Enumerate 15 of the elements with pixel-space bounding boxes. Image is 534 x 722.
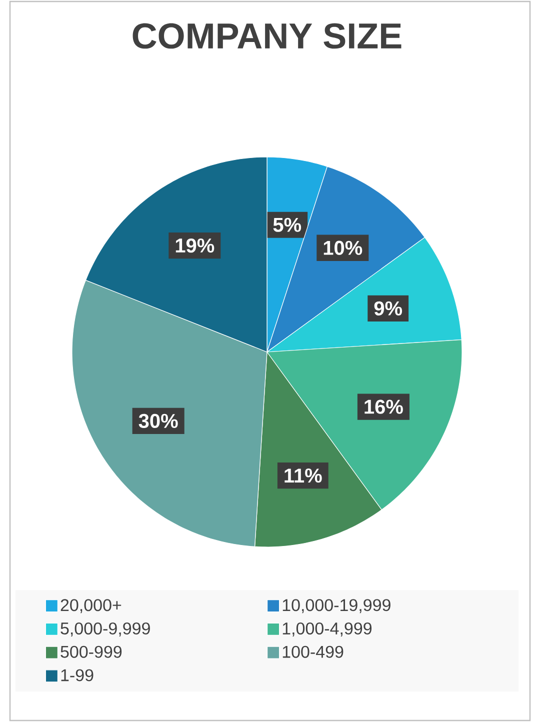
legend-label: 5,000-9,999 <box>60 622 150 637</box>
legend-label: 500-999 <box>60 646 122 658</box>
data-label: 16% <box>364 400 403 414</box>
legend-label: 10,000-19,999 <box>282 599 390 614</box>
data-label: 10% <box>324 240 362 255</box>
data-label: 30% <box>138 414 178 428</box>
legend-label: 100-499 <box>282 646 344 658</box>
chart-title: COMPANY SIZE <box>132 23 402 49</box>
data-label: 9% <box>374 301 402 316</box>
legend-label: 1-99 <box>61 669 94 682</box>
legend-label: 1,000-4,999 <box>282 622 372 637</box>
legend-label: 20,000+ <box>60 599 122 614</box>
data-label: 19% <box>176 238 214 253</box>
data-label: 5% <box>273 218 302 232</box>
data-label: 11% <box>284 468 322 483</box>
